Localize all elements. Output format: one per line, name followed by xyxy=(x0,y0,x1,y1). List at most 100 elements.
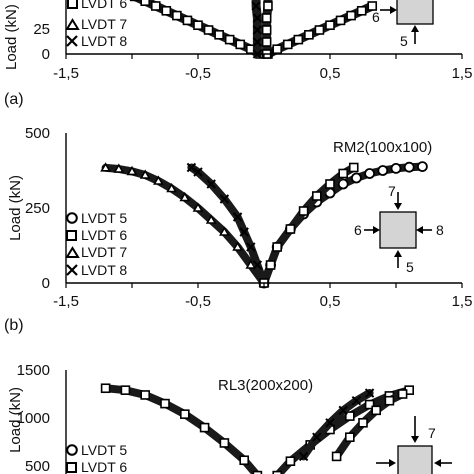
panel-b-inset-label-7: 7 xyxy=(388,183,396,199)
series-2-point xyxy=(166,182,177,193)
series-1-point xyxy=(252,470,263,474)
series-1-point xyxy=(140,390,150,400)
panel-b-inset-label-5: 5 xyxy=(406,259,414,275)
series-3-point xyxy=(252,37,263,47)
series-1-point xyxy=(203,25,214,35)
panel-b-inset-diagram: 7 6 8 5 xyxy=(354,183,444,275)
panel-c-ytick-1500: 1500 xyxy=(17,362,50,379)
inset-specimen-square xyxy=(396,0,434,25)
panel-c-ytick-1000: 1000 xyxy=(17,410,50,427)
inset-arrowhead-top xyxy=(411,436,419,443)
series-3-point xyxy=(252,25,263,35)
panel-b-xtick-4: 1,5 xyxy=(452,293,473,310)
series-2-point xyxy=(356,6,367,16)
legend-square-marker xyxy=(66,230,77,241)
series-2-point xyxy=(282,39,293,50)
series-3-point xyxy=(251,1,261,11)
series-1-point xyxy=(377,165,389,176)
series-4-point xyxy=(384,395,395,406)
series-4-point xyxy=(358,417,368,428)
inset-arrowhead-top xyxy=(394,203,402,210)
series-4-point xyxy=(344,432,355,443)
series-2-point xyxy=(126,165,138,176)
series-1-point xyxy=(337,178,349,190)
series-1-point xyxy=(100,383,111,394)
series-2-point xyxy=(364,399,375,410)
series-2-point xyxy=(153,175,164,185)
panel-c-legend: LVDT 5 LVDT 6 xyxy=(66,442,127,474)
series-2-point xyxy=(325,20,335,31)
series-4-point xyxy=(371,405,382,416)
series-1-point xyxy=(219,438,230,448)
series-1-point xyxy=(403,161,415,173)
panel-c-inset-diagram: 7 xyxy=(376,416,452,474)
series-2-point xyxy=(179,191,191,202)
panel-a-inset-label-6: 6 xyxy=(372,9,380,25)
series-4-point xyxy=(348,162,359,173)
series-1-point xyxy=(416,161,428,173)
series-2-point xyxy=(219,226,230,236)
legend-circle-marker xyxy=(66,212,78,224)
panel-c-legend-lvdt6: LVDT 6 xyxy=(81,459,127,474)
series-3-point xyxy=(298,451,309,462)
legend-cross-marker xyxy=(66,35,78,47)
inset-arrowhead-left xyxy=(390,6,397,14)
panel-a-legend: LVDT 6 LVDT 7 LVDT 8 xyxy=(65,0,127,49)
series-2-point xyxy=(344,411,355,421)
series-1-point xyxy=(120,385,131,395)
series-1-point xyxy=(350,172,362,184)
panel-b-ylabel: Load (kN) xyxy=(7,175,24,241)
panel-b: Load (kN) 500 250 0 -1,5 -0,5 0,5 1,5 RM… xyxy=(4,125,472,334)
panel-b-xtick-3: 0,5 xyxy=(320,293,341,310)
panel-c-inset-label-7: 7 xyxy=(428,425,436,441)
series-2-point xyxy=(100,162,111,172)
panel-a-xtick-3: 0,5 xyxy=(320,65,341,82)
series-3-band xyxy=(251,0,262,59)
panel-a-legend-lvdt8: LVDT 8 xyxy=(81,33,127,49)
panel-b-ytick-500: 500 xyxy=(25,125,50,142)
series-3-point xyxy=(325,418,335,428)
inset-arrowhead-left xyxy=(389,459,396,467)
series-1-point xyxy=(214,29,224,40)
inset-arrowhead-right xyxy=(434,459,441,467)
series-1-point xyxy=(172,10,182,21)
series-4-point xyxy=(261,37,272,47)
panel-b-legend-lvdt7: LVDT 7 xyxy=(81,244,127,260)
series-4-point xyxy=(338,168,349,179)
panel-a-xtick-1: -1,5 xyxy=(53,65,79,82)
series-2-point xyxy=(192,202,204,212)
panel-b-legend-lvdt6: LVDT 6 xyxy=(81,227,127,243)
series-1-point xyxy=(150,1,161,11)
series-4-point xyxy=(298,206,309,216)
panel-b-ytick-250: 250 xyxy=(25,200,50,217)
series-2-point xyxy=(335,15,346,26)
panel-b-legend-lvdt5: LVDT 5 xyxy=(81,210,127,226)
series-1-point xyxy=(180,409,190,419)
inset-arrowhead-bottom xyxy=(411,25,419,32)
panel-a-ytick-25: 25 xyxy=(33,21,50,38)
panel-b-legend-lvdt8: LVDT 8 xyxy=(81,262,127,278)
panel-a-legend-lvdt7: LVDT 7 xyxy=(81,16,127,32)
panel-c-ytick-500: 500 xyxy=(25,458,50,474)
series-3-point xyxy=(338,405,348,416)
series-3-point xyxy=(252,260,263,270)
panel-b-xtick-2: -0,5 xyxy=(185,293,211,310)
legend-triangle-marker xyxy=(65,18,80,30)
series-4-point xyxy=(331,451,342,462)
panel-a: Load (kN) 25 0 -1,5 -0,5 0,5 1,5 LVDT 6 … xyxy=(3,0,472,108)
series-1-point xyxy=(182,15,193,26)
series-2-point xyxy=(285,456,296,467)
panel-c: Load (kN) 1500 1000 500 RL3(200x200) LVD… xyxy=(7,362,452,474)
panel-a-inset-diagram: 6 5 xyxy=(372,0,434,49)
panel-b-inset-label-8: 8 xyxy=(436,222,444,238)
series-3-point xyxy=(239,227,249,237)
legend-cross-marker xyxy=(66,264,78,276)
panel-a-xtick-2: -0,5 xyxy=(185,65,211,82)
series-2-point xyxy=(232,241,243,251)
series-4-point xyxy=(397,389,408,399)
panel-b-label: (b) xyxy=(4,317,24,334)
panel-b-inset-label-6: 6 xyxy=(354,222,362,238)
panel-c-title: RL3(200x200) xyxy=(218,377,313,394)
series-4-point xyxy=(325,179,335,189)
